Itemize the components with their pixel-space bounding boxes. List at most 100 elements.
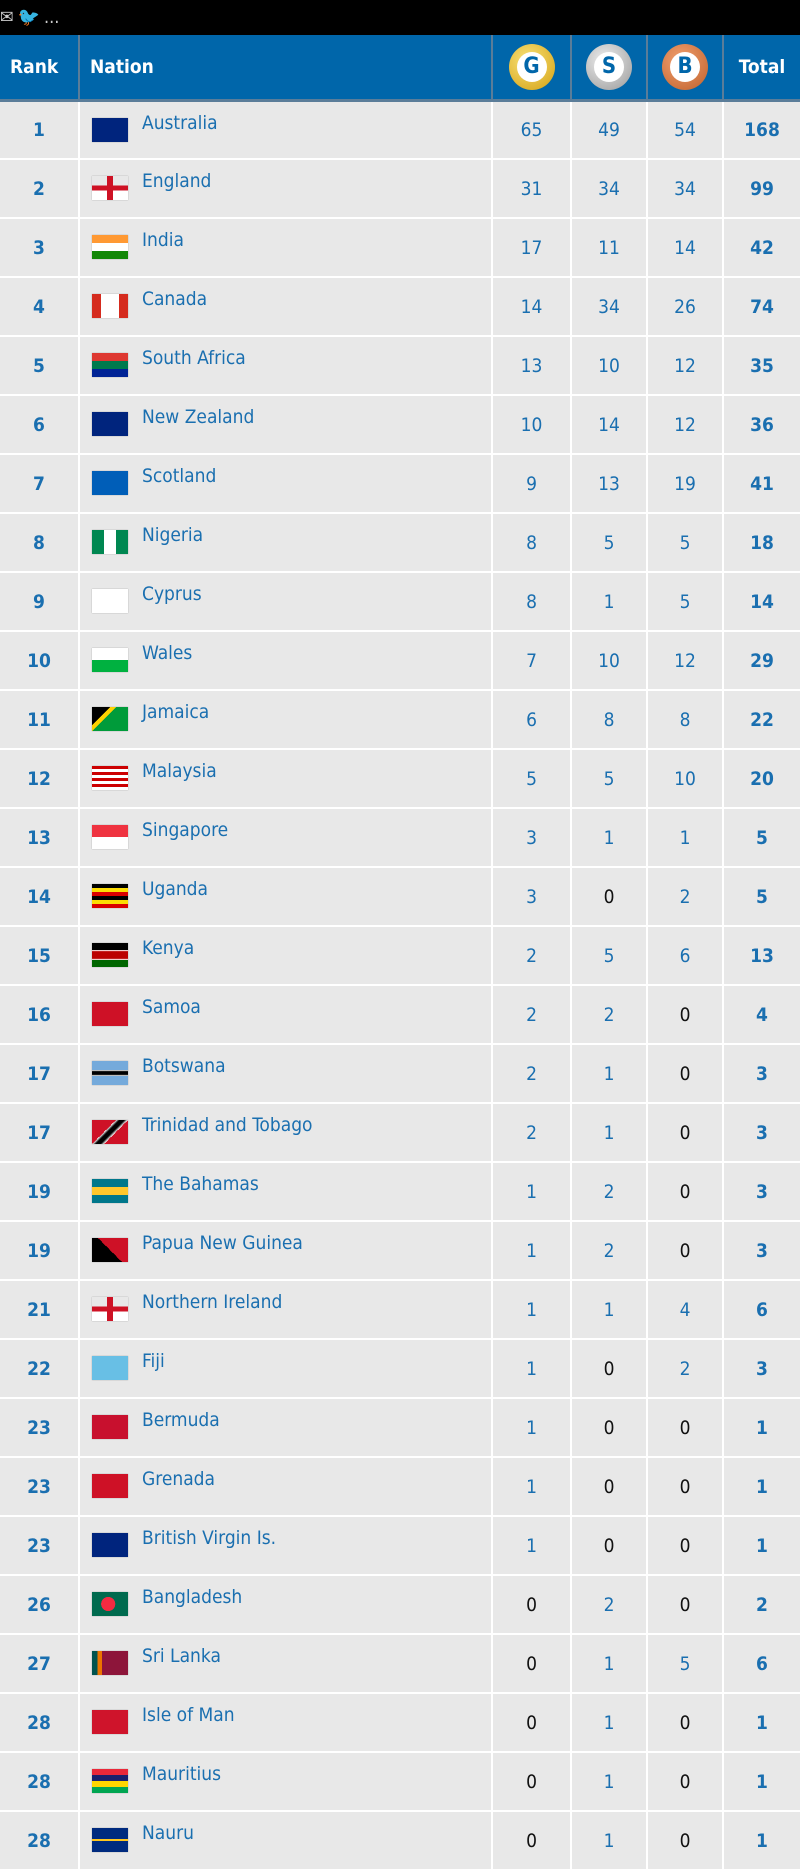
bronze-cell: 0	[647, 1457, 724, 1517]
nation-link[interactable]: Singapore	[142, 819, 229, 841]
nation-link[interactable]: Jamaica	[142, 701, 210, 723]
header-silver[interactable]: S	[571, 35, 648, 102]
bronze-cell: 19	[647, 454, 724, 514]
rank-cell: 10	[0, 631, 80, 691]
twitter-icon[interactable]: 🐦	[17, 7, 40, 28]
nation-link[interactable]: Bermuda	[142, 1409, 220, 1431]
rank-cell: 13	[0, 808, 80, 868]
nation-link[interactable]: Nigeria	[142, 524, 204, 546]
nation-link[interactable]: Botswana	[142, 1055, 226, 1077]
table-row: 28 Nauru 0 1 0 1	[0, 1811, 800, 1871]
bronze-cell: 0	[647, 1398, 724, 1458]
nation-cell: Mauritius	[79, 1752, 493, 1812]
total-cell: 29	[723, 631, 800, 691]
silver-cell: 0	[571, 1516, 648, 1576]
gold-cell: 2	[492, 926, 572, 986]
nation-cell: Uganda	[79, 867, 493, 927]
nation-link[interactable]: Papua New Guinea	[142, 1232, 303, 1254]
header-rank[interactable]: Rank	[0, 35, 80, 102]
total-cell: 74	[723, 277, 800, 337]
total-cell: 1	[723, 1516, 800, 1576]
nation-link[interactable]: Northern Ireland	[142, 1291, 283, 1313]
silver-cell: 5	[571, 513, 648, 573]
bronze-cell: 0	[647, 985, 724, 1045]
table-row: 16 Samoa 2 2 0 4	[0, 985, 800, 1045]
nation-link[interactable]: Uganda	[142, 878, 209, 900]
nation-cell: Isle of Man	[79, 1693, 493, 1753]
bronze-cell: 0	[647, 1103, 724, 1163]
header-total[interactable]: Total	[723, 35, 800, 102]
silver-cell: 2	[571, 1162, 648, 1222]
table-row: 13 Singapore 3 1 1 5	[0, 808, 800, 868]
bronze-cell: 0	[647, 1162, 724, 1222]
silver-cell: 1	[571, 808, 648, 868]
nation-link[interactable]: Canada	[142, 288, 208, 310]
nation-link[interactable]: Samoa	[142, 996, 201, 1018]
table-row: 4 Canada 14 34 26 74	[0, 277, 800, 337]
gold-cell: 0	[492, 1811, 572, 1871]
gold-cell: 0	[492, 1634, 572, 1694]
silver-cell: 0	[571, 1457, 648, 1517]
table-row: 19 The Bahamas 1 2 0 3	[0, 1162, 800, 1222]
nation-link[interactable]: Malaysia	[142, 760, 217, 782]
table-header: Rank Nation G S B Total	[0, 35, 800, 102]
bronze-medal-icon: B	[662, 43, 708, 90]
more-button[interactable]: ...	[44, 7, 60, 28]
nation-cell: Scotland	[79, 454, 493, 514]
nation-link[interactable]: New Zealand	[142, 406, 255, 428]
flag-mauritius-icon	[92, 1769, 128, 1793]
nation-link[interactable]: The Bahamas	[142, 1173, 259, 1195]
header-nation[interactable]: Nation	[79, 35, 493, 102]
silver-cell: 14	[571, 395, 648, 455]
silver-cell: 13	[571, 454, 648, 514]
nation-cell: Fiji	[79, 1339, 493, 1399]
total-cell: 5	[723, 867, 800, 927]
bronze-cell: 0	[647, 1575, 724, 1635]
nation-link[interactable]: Trinidad and Tobago	[142, 1114, 313, 1136]
nation-link[interactable]: British Virgin Is.	[142, 1527, 277, 1549]
gold-cell: 1	[492, 1398, 572, 1458]
nation-link[interactable]: Australia	[142, 111, 218, 134]
nation-cell: Singapore	[79, 808, 493, 868]
nation-link[interactable]: England	[142, 170, 212, 192]
nation-link[interactable]: Scotland	[142, 465, 217, 487]
total-cell: 6	[723, 1280, 800, 1340]
silver-cell: 10	[571, 336, 648, 396]
silver-cell: 1	[571, 1693, 648, 1753]
flag-singapore-icon	[92, 825, 128, 849]
share-icon[interactable]: ✉	[0, 7, 14, 28]
nation-link[interactable]: Wales	[142, 642, 193, 664]
nation-link[interactable]: Mauritius	[142, 1763, 222, 1785]
flag-australia-icon	[92, 117, 128, 142]
flag-england-icon	[92, 176, 128, 200]
total-cell: 6	[723, 1634, 800, 1694]
nation-link[interactable]: Kenya	[142, 937, 195, 959]
gold-cell: 8	[492, 572, 572, 632]
flag-british-virgin-is-icon	[92, 1533, 128, 1557]
total-cell: 3	[723, 1339, 800, 1399]
nation-link[interactable]: India	[142, 229, 184, 251]
gold-cell: 17	[492, 218, 572, 278]
silver-cell: 0	[571, 867, 648, 927]
header-bronze[interactable]: B	[647, 35, 724, 102]
nation-link[interactable]: South Africa	[142, 347, 246, 369]
gold-cell: 7	[492, 631, 572, 691]
gold-cell: 1	[492, 1162, 572, 1222]
silver-cell: 5	[571, 749, 648, 809]
nation-link[interactable]: Cyprus	[142, 583, 202, 605]
total-cell: 1	[723, 1457, 800, 1517]
nation-link[interactable]: Nauru	[142, 1822, 194, 1844]
nation-cell: Grenada	[79, 1457, 493, 1517]
nation-link[interactable]: Bangladesh	[142, 1586, 243, 1608]
gold-cell: 10	[492, 395, 572, 455]
header-gold[interactable]: G	[492, 35, 572, 102]
gold-medal-icon: G	[508, 43, 555, 90]
nation-link[interactable]: Isle of Man	[142, 1704, 235, 1726]
nation-link[interactable]: Grenada	[142, 1468, 216, 1490]
nation-cell: Nauru	[79, 1811, 493, 1871]
table-row: 26 Bangladesh 0 2 0 2	[0, 1575, 800, 1635]
medal-table: Rank Nation G S B Total 1 Australia 6 5 4…	[0, 35, 800, 1871]
nation-link[interactable]: Fiji	[142, 1350, 165, 1372]
nation-link[interactable]: Sri Lanka	[142, 1645, 221, 1667]
flag-india-icon	[92, 235, 128, 259]
